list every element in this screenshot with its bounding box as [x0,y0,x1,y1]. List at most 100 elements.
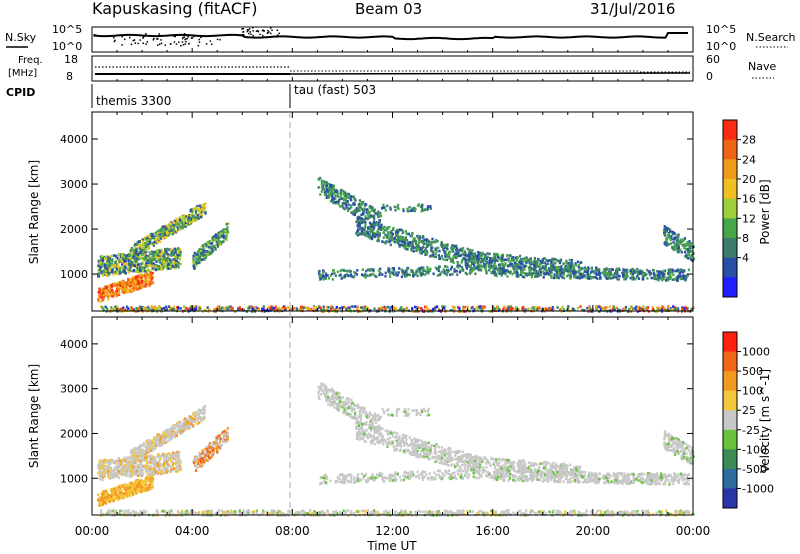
power-pixel [421,272,424,276]
power-pixel [635,305,638,309]
power-pixel [423,305,427,309]
power-pixel [329,194,332,197]
power-pixel [144,278,147,282]
power-pixel [140,256,143,260]
power-pixel [277,306,281,310]
power-pixel [179,253,182,257]
power-pixel [446,270,449,274]
power-pixel [687,243,690,246]
power-pixel [415,249,418,253]
power-pixel [503,258,506,262]
power-pixel [225,228,228,232]
power-pixel [528,268,531,272]
power-pixel [579,268,583,271]
power-pixel [559,271,562,274]
power-pixel [675,308,678,311]
power-pixel [399,235,402,238]
power-pixel [111,288,114,292]
power-pixel [152,253,156,256]
power-pixel [520,273,523,276]
nsky-dot [219,38,221,41]
power-pixel [653,273,656,277]
power-pixel [516,256,519,260]
power-pixel [452,250,455,253]
power-pixel [202,203,205,206]
power-pixel [198,208,201,212]
power-pixel [494,273,497,276]
power-pixel [456,273,459,276]
power-pixel [550,269,553,273]
power-pixel [534,266,537,269]
power-pixel [417,241,420,245]
velocity-pixel [159,455,162,458]
nsky-dot [262,34,264,37]
power-pixel [391,235,394,238]
power-pixel [686,243,689,247]
power-pixel [320,179,323,182]
power-pixel [168,227,171,231]
power-pixel [588,273,591,277]
power-pixel [406,248,409,251]
power-pixel [443,249,446,253]
power-pixel [644,273,647,277]
power-pixel [219,309,222,312]
power-pixel [227,222,230,225]
power-pixel [156,267,159,271]
power-pixel [478,306,481,310]
nsky-dot [278,32,281,35]
velocity-pixel [117,462,120,466]
power-pixel [444,265,447,268]
power-pixel [533,256,537,260]
power-pixel [334,274,337,277]
power-pixel [435,239,438,242]
power-pixel [346,200,349,203]
power-pixel [194,307,197,311]
power-pixel [186,307,189,311]
power-pixel [599,275,602,279]
velocity-pixel [134,461,137,465]
power-pixel [165,236,168,239]
power-pixel [630,275,634,279]
power-pixel [650,276,653,280]
power-pixel [335,306,338,309]
power-pixel [545,258,548,262]
power-pixel [421,203,424,207]
power-pixel [384,271,387,275]
power-pixel [566,308,569,312]
power-pixel [480,260,483,264]
power-pixel [140,283,143,287]
power-pixel [486,255,489,259]
power-pixel [127,285,130,288]
power-pixel [506,254,509,257]
power-pixel [465,272,469,276]
power-pixel [176,264,179,268]
power-pixel [443,306,446,310]
power-pixel [340,277,343,280]
power-pixel [412,274,415,277]
power-pixel [238,307,241,311]
power-pixel [442,248,445,251]
power-pixel [127,267,130,271]
power-pixel [300,306,303,310]
power-pixel [328,187,331,190]
power-pixel [200,248,203,251]
power-pixel [466,305,469,309]
velocity-pixel [101,470,104,474]
power-pixel [349,195,353,198]
power-pixel [222,240,225,243]
power-pixel [165,261,168,265]
power-pixel [394,209,397,212]
power-pixel [99,255,102,259]
power-pixel [499,267,502,271]
power-pixel [488,259,491,263]
power-pixel [445,273,448,277]
power-pixel [513,265,516,269]
power-pixel [339,205,342,208]
power-pixel [104,292,107,296]
power-pixel [324,277,327,280]
power-pixel [450,247,453,250]
power-pixel [389,270,392,274]
power-pixel [558,261,562,265]
power-pixel [356,225,359,228]
power-pixel [427,240,430,244]
